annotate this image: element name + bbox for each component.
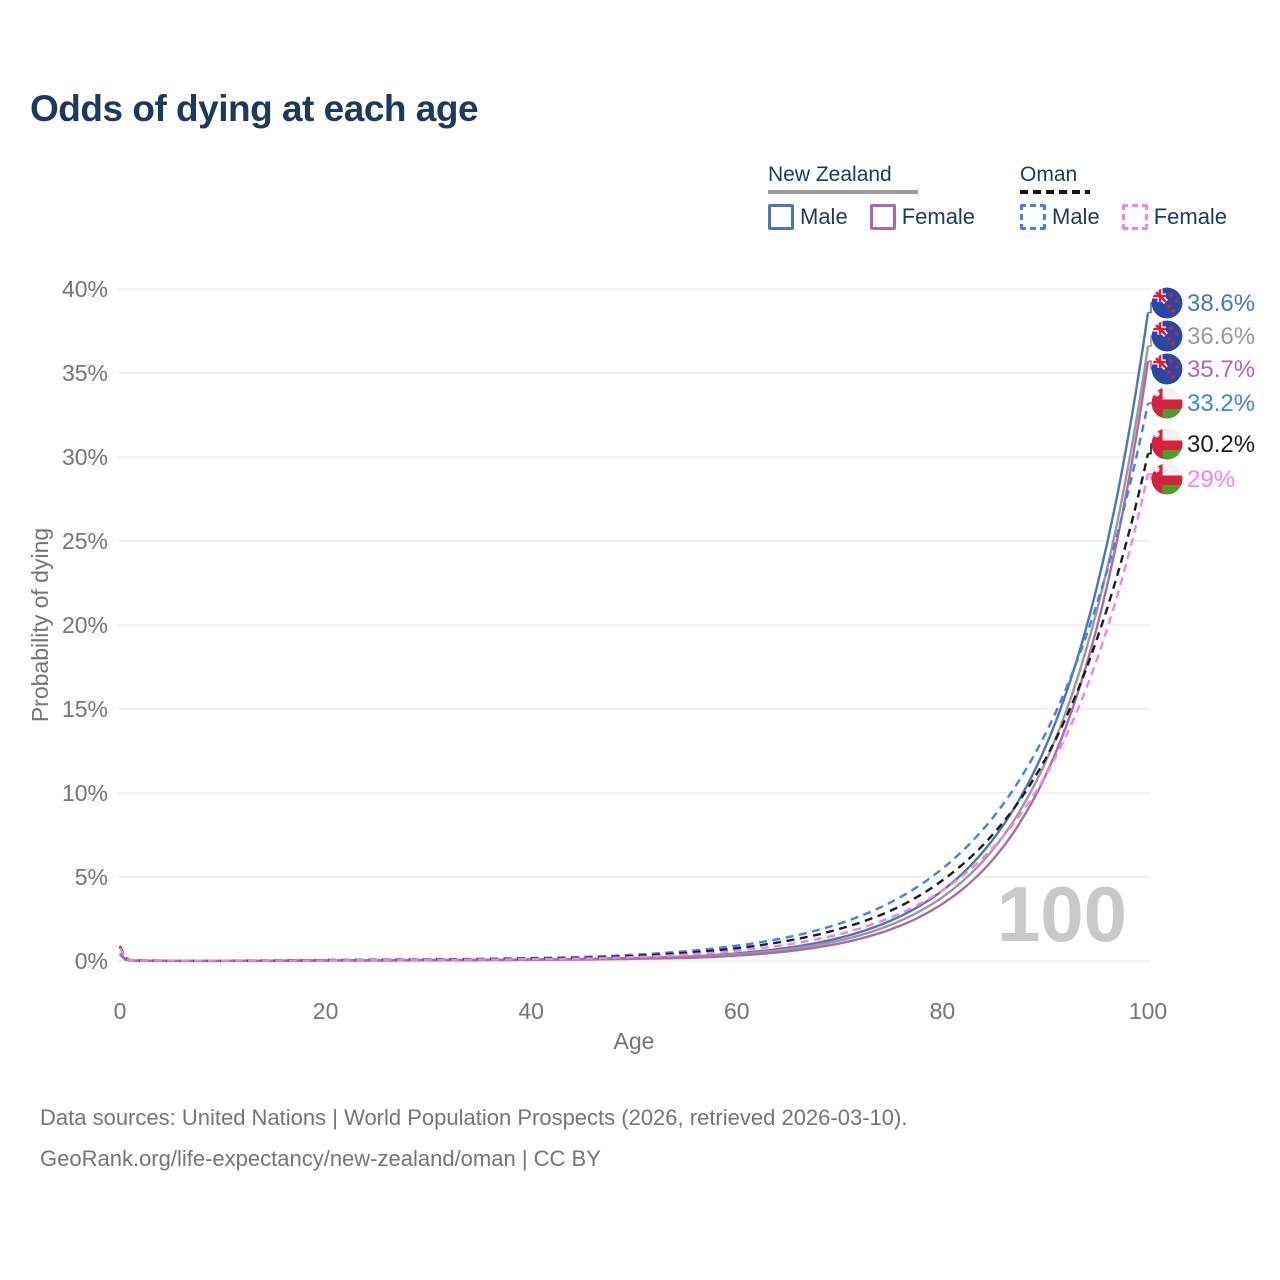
x-tick-label: 80 bbox=[930, 998, 956, 1024]
y-tick-label: 20% bbox=[62, 612, 108, 638]
series-line-oman-both[interactable] bbox=[118, 453, 1150, 962]
legend-group-title: Oman bbox=[1020, 163, 1078, 186]
y-tick-label: 30% bbox=[62, 444, 108, 470]
legend-swatch-oman-male[interactable] bbox=[1020, 204, 1046, 230]
oman-flag-icon bbox=[1151, 387, 1183, 419]
data-sources-text: Data sources: United Nations | World Pop… bbox=[40, 1105, 908, 1130]
legend-underline-new-zealand bbox=[768, 190, 918, 194]
end-value-label-new-zealand-both: 36.6% bbox=[1187, 323, 1255, 350]
oman-flag-icon bbox=[1151, 428, 1183, 460]
end-value-label-oman-female: 29% bbox=[1187, 466, 1235, 493]
end-value-label-oman-both: 30.2% bbox=[1187, 431, 1255, 458]
y-tick-label: 10% bbox=[62, 780, 108, 806]
y-tick-label: 25% bbox=[62, 528, 108, 554]
series-line-oman-female[interactable] bbox=[118, 473, 1150, 962]
y-tick-label: 40% bbox=[62, 276, 108, 302]
legend-swatch-nz-female[interactable] bbox=[869, 204, 896, 230]
x-axis-title: Age bbox=[614, 1028, 655, 1054]
end-value-label-new-zealand-male: 38.6% bbox=[1187, 290, 1255, 317]
x-tick-label: 100 bbox=[1129, 998, 1167, 1024]
end-value-label-oman-male: 33.2% bbox=[1187, 390, 1255, 417]
y-tick-label: 5% bbox=[75, 864, 108, 890]
end-value-label-new-zealand-female: 35.7% bbox=[1187, 356, 1255, 383]
x-tick-label: 60 bbox=[724, 998, 750, 1024]
legend-underline-oman bbox=[1020, 190, 1090, 194]
attribution-link[interactable]: GeoRank.org/life-expectancy/new-zealand/… bbox=[40, 1146, 601, 1171]
legend-item-oman-female[interactable]: Female bbox=[1121, 204, 1228, 230]
y-axis-title: Probability of dying bbox=[27, 528, 53, 722]
series-line-new-zealand-male[interactable] bbox=[119, 312, 1150, 962]
page-title: Odds of dying at each age bbox=[30, 88, 479, 129]
x-tick-label: 40 bbox=[518, 998, 544, 1024]
legend-label: Male bbox=[800, 204, 848, 229]
legend-label: Male bbox=[1052, 204, 1100, 229]
new-zealand-flag-icon bbox=[1151, 320, 1183, 352]
y-tick-label: 15% bbox=[62, 696, 108, 722]
new-zealand-flag-icon bbox=[1151, 287, 1183, 319]
legend-group-oman: Oman Male Female bbox=[1020, 163, 1227, 230]
legend-group-new-zealand: New Zealand Male Female bbox=[768, 163, 975, 230]
series-line-new-zealand-female[interactable] bbox=[119, 361, 1150, 963]
legend-swatch-oman-female[interactable] bbox=[1121, 204, 1148, 230]
legend-label: Female bbox=[901, 204, 976, 229]
y-tick-label: 35% bbox=[62, 360, 108, 386]
legend-item-nz-male[interactable]: Male bbox=[768, 204, 848, 230]
legend-label: Female bbox=[1153, 204, 1228, 229]
x-tick-label: 0 bbox=[114, 998, 127, 1024]
legend-swatch-nz-male[interactable] bbox=[768, 204, 794, 230]
oman-flag-icon bbox=[1151, 463, 1183, 495]
x-tick-label: 20 bbox=[313, 998, 339, 1024]
footer: Data sources: United Nations | World Pop… bbox=[40, 1097, 907, 1179]
new-zealand-flag-icon bbox=[1151, 353, 1183, 385]
series-line-new-zealand-both[interactable] bbox=[119, 345, 1150, 962]
legend-item-nz-female[interactable]: Female bbox=[869, 204, 976, 230]
legend-group-title: New Zealand bbox=[768, 163, 892, 186]
y-tick-label: 0% bbox=[75, 948, 108, 974]
age-watermark: 100 bbox=[997, 870, 1127, 958]
legend-item-oman-male[interactable]: Male bbox=[1020, 204, 1100, 230]
